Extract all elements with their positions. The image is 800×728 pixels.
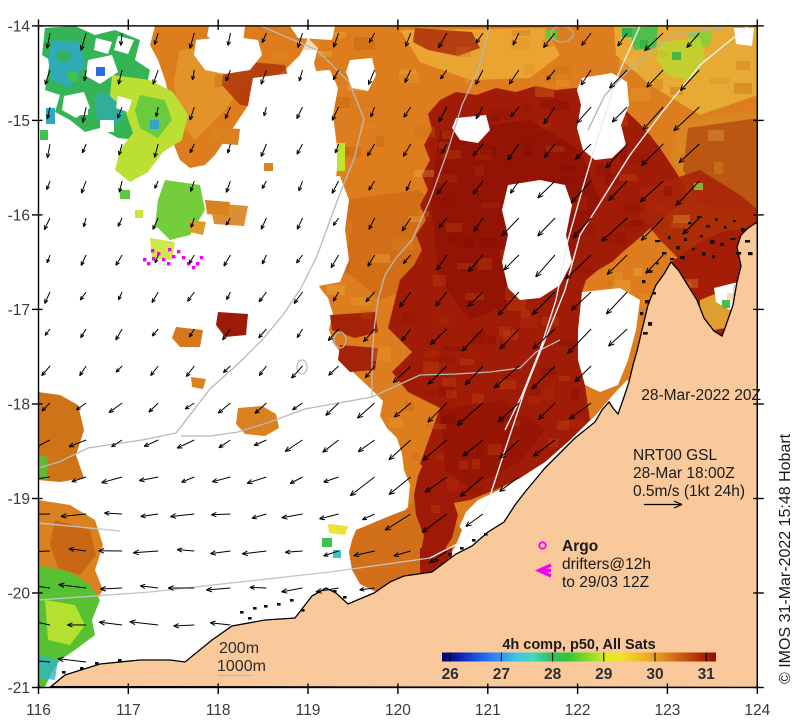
svg-text:-19: -19 (8, 491, 30, 508)
svg-text:116: 116 (26, 702, 51, 719)
svg-text:0.5m/s (1kt 24h): 0.5m/s (1kt 24h) (633, 483, 745, 500)
svg-text:-21: -21 (8, 680, 30, 697)
svg-text:28-Mar 18:00Z: 28-Mar 18:00Z (633, 465, 735, 482)
svg-text:124: 124 (744, 702, 770, 719)
svg-text:Argo: Argo (562, 538, 598, 555)
svg-text:NRT00 GSL: NRT00 GSL (633, 447, 718, 464)
svg-text:26: 26 (442, 666, 460, 683)
svg-text:31: 31 (698, 666, 716, 683)
svg-text:117: 117 (116, 702, 141, 719)
svg-text:122: 122 (565, 702, 591, 719)
svg-text:28-Mar-2022 20Z: 28-Mar-2022 20Z (641, 387, 761, 404)
svg-text:28: 28 (544, 666, 562, 683)
svg-text:drifters@12h: drifters@12h (562, 556, 651, 573)
svg-text:123: 123 (654, 702, 680, 719)
svg-text:200m: 200m (219, 640, 259, 657)
svg-text:© IMOS 31-Mar-2022 15:48 Hobar: © IMOS 31-Mar-2022 15:48 Hobart (777, 433, 794, 684)
svg-text:4h comp, p50, All Sats: 4h comp, p50, All Sats (502, 637, 655, 653)
svg-text:27: 27 (493, 666, 510, 683)
svg-text:-15: -15 (8, 113, 30, 130)
svg-text:1000m: 1000m (217, 658, 266, 675)
svg-text:121: 121 (475, 702, 501, 719)
svg-text:29: 29 (595, 666, 613, 683)
svg-text:118: 118 (206, 702, 231, 719)
svg-text:to 29/03 12Z: to 29/03 12Z (562, 574, 649, 591)
svg-text:-18: -18 (8, 397, 30, 414)
svg-text:119: 119 (296, 702, 321, 719)
svg-text:120: 120 (385, 702, 411, 719)
svg-text:-17: -17 (8, 302, 30, 319)
svg-text:30: 30 (646, 666, 663, 683)
svg-text:-14: -14 (8, 18, 31, 35)
svg-text:-20: -20 (8, 586, 31, 603)
svg-text:-16: -16 (8, 207, 30, 224)
